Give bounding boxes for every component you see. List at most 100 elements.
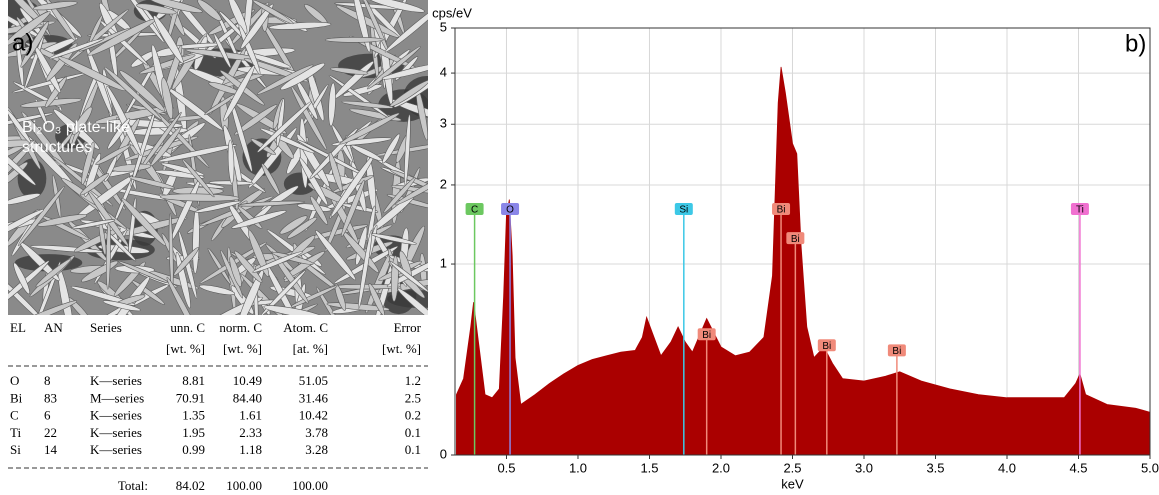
- plate: [316, 286, 343, 315]
- total-label: Total:: [118, 478, 148, 493]
- plate: [271, 251, 309, 304]
- sem-image: [8, 0, 428, 315]
- plate: [234, 250, 263, 283]
- x-tick-label: 2.5: [783, 460, 801, 475]
- plate: [199, 284, 236, 296]
- plate: [299, 157, 328, 206]
- plate: [161, 77, 174, 120]
- plate: [192, 206, 200, 274]
- plate: [8, 274, 47, 315]
- table-cell: 0.1: [405, 442, 421, 457]
- plate: [382, 133, 401, 164]
- x-tick-label: 0.5: [497, 460, 515, 475]
- plate: [358, 229, 373, 309]
- plate: [228, 0, 248, 34]
- plate: [129, 176, 175, 189]
- element-label: O: [506, 205, 514, 216]
- table-cell: 10.42: [299, 408, 328, 423]
- plate: [207, 247, 232, 285]
- table-header: Atom. C: [283, 320, 328, 335]
- plate: [386, 257, 428, 288]
- element-tag: [465, 202, 484, 215]
- plate: [166, 276, 204, 315]
- table-cell: Si: [10, 442, 21, 457]
- plate: [247, 52, 291, 69]
- x-tick-label: 1.0: [569, 460, 587, 475]
- plate: [331, 137, 392, 146]
- plate: [389, 261, 428, 293]
- plate: [8, 139, 36, 186]
- plate: [130, 109, 156, 187]
- plate: [213, 33, 232, 69]
- annotation: Bi₂O₃ plate-like: [22, 119, 130, 136]
- table-cell: 51.05: [299, 373, 328, 388]
- plate: [32, 1, 78, 11]
- plate: [70, 285, 136, 306]
- panel-label: b): [1125, 30, 1146, 57]
- plate: [231, 210, 287, 229]
- plate: [240, 3, 274, 49]
- plate: [383, 177, 416, 214]
- plate: [8, 139, 36, 196]
- y-tick-label: 2: [440, 176, 447, 191]
- plate: [136, 3, 177, 15]
- table-header: [wt. %]: [382, 341, 421, 356]
- plate: [252, 0, 294, 25]
- x-tick-label: 3.5: [926, 460, 944, 475]
- table-header: [wt. %]: [166, 341, 205, 356]
- plate: [44, 76, 67, 108]
- plot-frame: [454, 27, 1151, 456]
- element-tag: [786, 232, 805, 245]
- y-tick-label: 5: [440, 19, 447, 34]
- table-header: norm. C: [219, 320, 262, 335]
- x-tick-label: 4.5: [1069, 460, 1087, 475]
- element-tag: [817, 339, 836, 352]
- table-cell: 8: [44, 373, 51, 388]
- plate: [238, 24, 261, 75]
- plate: [13, 262, 30, 295]
- plate: [81, 141, 95, 185]
- plate: [182, 159, 215, 198]
- plate: [248, 229, 270, 277]
- element-tag: [697, 328, 716, 341]
- plate: [263, 305, 324, 315]
- plate: [223, 65, 255, 122]
- panel-label-box: [1124, 30, 1149, 58]
- table-cell: 70.91: [176, 390, 205, 405]
- plate: [195, 200, 242, 213]
- table-cell: 1.35: [182, 408, 205, 423]
- table-header: unn. C: [170, 320, 205, 335]
- plate: [370, 233, 417, 245]
- table-cell: 6: [44, 408, 51, 423]
- element-label: Bi: [702, 330, 711, 341]
- plate: [8, 11, 51, 47]
- plate: [404, 114, 411, 186]
- plate: [389, 169, 428, 193]
- plate: [8, 193, 41, 205]
- table-cell: 84.40: [233, 390, 262, 405]
- plate: [158, 144, 237, 163]
- plate: [339, 112, 400, 145]
- table-cell: 14: [44, 442, 58, 457]
- plate: [257, 101, 312, 153]
- plate: [328, 82, 336, 127]
- plate: [268, 21, 332, 30]
- table-cell: 3.28: [305, 442, 328, 457]
- element-tag: [674, 202, 693, 215]
- plate: [153, 15, 184, 64]
- table-cell: 0.99: [182, 442, 205, 457]
- plate: [71, 219, 116, 230]
- x-axis-label: keV: [781, 476, 804, 491]
- plate: [121, 197, 167, 246]
- table-cell: 22: [44, 425, 57, 440]
- table-cell: Ti: [10, 425, 21, 440]
- y-tick-label: 3: [440, 116, 447, 131]
- element-label: Bi: [822, 341, 831, 352]
- element-label: Bi: [892, 346, 901, 357]
- table-header: EL: [10, 320, 26, 335]
- table-cell: K—series: [90, 373, 142, 388]
- plate: [229, 256, 242, 288]
- plate: [119, 70, 166, 112]
- table-cell: K—series: [90, 408, 142, 423]
